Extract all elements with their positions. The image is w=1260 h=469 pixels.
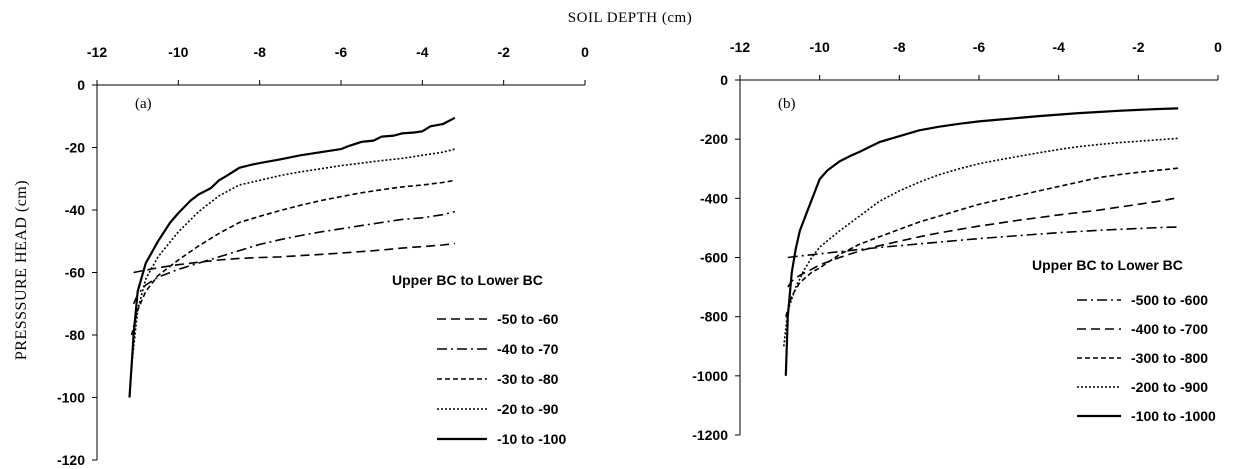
- x-tick-label: -8: [893, 39, 906, 55]
- x-tick-label: -10: [810, 39, 830, 55]
- y-tick-label: -60: [65, 265, 85, 281]
- x-tick-label: -10: [168, 44, 188, 60]
- series-line: [128, 116, 456, 398]
- x-tick-label: -12: [87, 44, 107, 60]
- x-tick-label: -8: [253, 44, 266, 60]
- series-line: [785, 167, 1179, 317]
- series-line: [787, 196, 1179, 288]
- y-tick-label: -40: [65, 202, 85, 218]
- x-tick-label: -2: [1132, 39, 1145, 55]
- series-line: [130, 179, 456, 336]
- series-line: [787, 226, 1179, 259]
- x-tick-label: -4: [416, 44, 429, 60]
- legend-label: -300 to -800: [1131, 350, 1208, 366]
- y-tick-label: -1000: [692, 368, 728, 384]
- x-axis-title: SOIL DEPTH (cm): [568, 10, 692, 26]
- legend-label: -200 to -900: [1131, 379, 1208, 395]
- y-tick-label: 0: [720, 72, 728, 88]
- series-line: [132, 210, 456, 305]
- x-tick-label: 0: [1214, 39, 1222, 55]
- series-line: [130, 148, 456, 367]
- legend-label: -500 to -600: [1131, 292, 1208, 308]
- series-line: [783, 137, 1179, 347]
- x-tick-label: -6: [335, 44, 348, 60]
- y-tick-label: -1200: [692, 427, 728, 443]
- legend-label: -40 to -70: [497, 341, 559, 357]
- legend-title: Upper BC to Lower BC: [392, 272, 543, 288]
- legend-label: -10 to -100: [497, 431, 566, 447]
- y-tick-label: -400: [700, 190, 728, 206]
- legend-label: -50 to -60: [497, 311, 559, 327]
- x-tick-label: -4: [1052, 39, 1065, 55]
- legend-label: -100 to -1000: [1131, 408, 1216, 424]
- y-tick-label: -100: [57, 390, 85, 406]
- legend-label: -20 to -90: [497, 401, 559, 417]
- y-tick-label: 0: [77, 77, 85, 93]
- panel-label: (a): [135, 96, 152, 112]
- x-tick-label: -12: [730, 39, 750, 55]
- y-tick-label: -80: [65, 327, 85, 343]
- legend-title: Upper BC to Lower BC: [1032, 257, 1183, 273]
- panel-b-chart: -12 -10 -8 -6 -4 -2 00-200-400-600-800-1000-12…: [692, 39, 1222, 443]
- series-line: [784, 107, 1179, 376]
- x-tick-label: -6: [973, 39, 986, 55]
- y-axis-title: PRESSSURE HEAD (cm): [13, 180, 30, 360]
- y-tick-label: -200: [700, 131, 728, 147]
- panel-a-chart: -12 -10 -8 -6 -4 -2 00-20-40-60-80-100-120(a)U…: [57, 44, 589, 468]
- legend-label: -400 to -700: [1131, 321, 1208, 337]
- y-tick-label: -20: [65, 140, 85, 156]
- series-line: [133, 242, 456, 274]
- x-tick-label: -2: [497, 44, 510, 60]
- y-tick-label: -800: [700, 309, 728, 325]
- legend-label: -30 to -80: [497, 371, 559, 387]
- y-tick-label: -120: [57, 452, 85, 468]
- y-tick-label: -600: [700, 250, 728, 266]
- panel-label: (b): [778, 96, 796, 112]
- x-tick-label: 0: [581, 44, 589, 60]
